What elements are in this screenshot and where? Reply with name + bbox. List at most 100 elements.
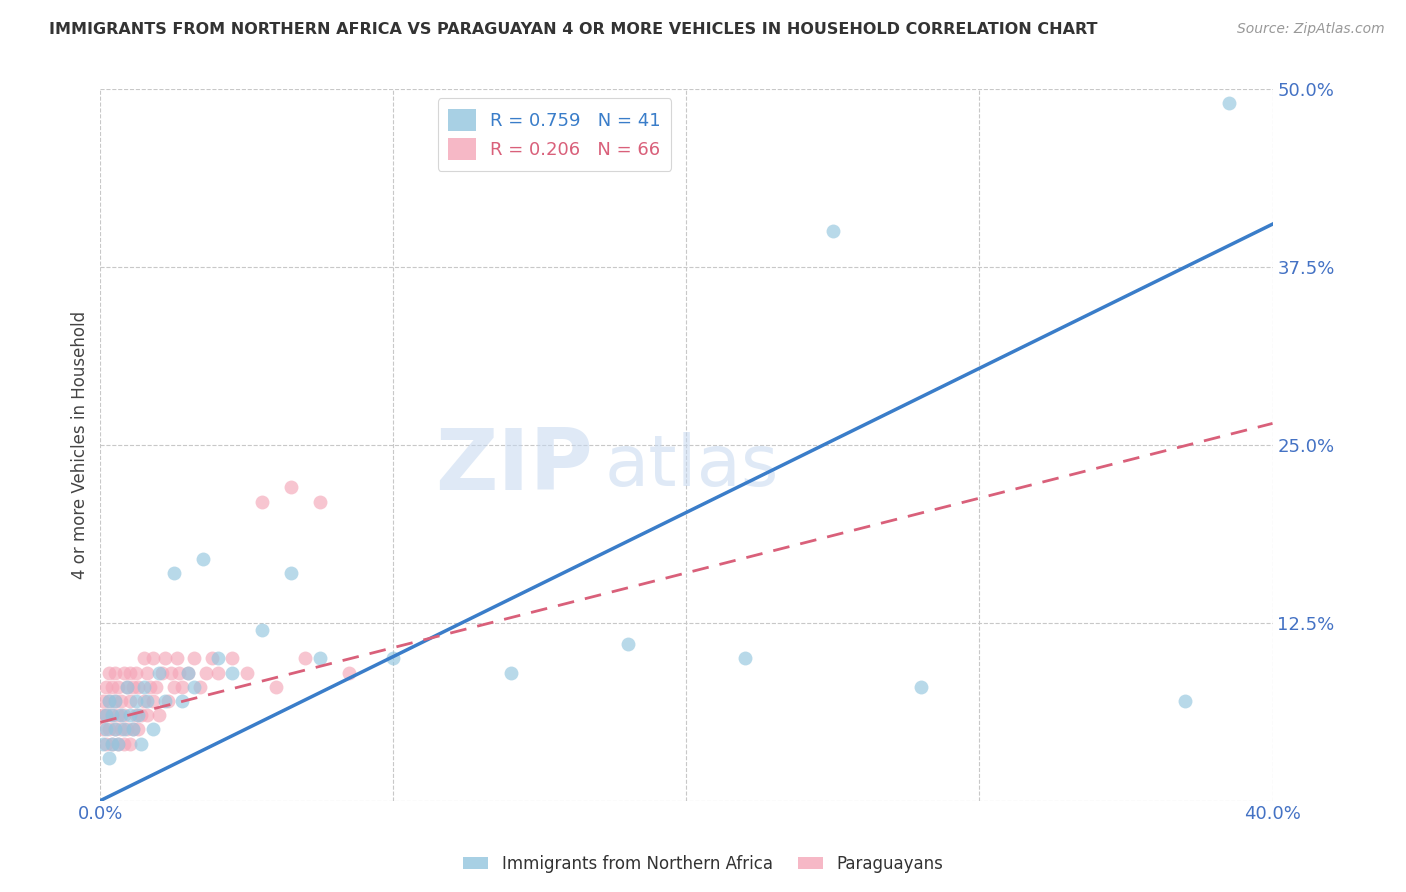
Point — [96, 708, 118, 723]
Point — [207, 651, 229, 665]
Point — [98, 751, 121, 765]
Point — [221, 665, 243, 680]
Point — [148, 708, 170, 723]
Point — [183, 651, 205, 665]
Point — [309, 651, 332, 665]
Point — [177, 665, 200, 680]
Point — [127, 680, 149, 694]
Point — [250, 623, 273, 637]
Point — [236, 665, 259, 680]
Point — [136, 708, 159, 723]
Point — [910, 680, 932, 694]
Point — [134, 694, 156, 708]
Point — [115, 680, 138, 694]
Point — [131, 737, 153, 751]
Point — [110, 694, 132, 708]
Point — [91, 694, 114, 708]
Point — [382, 651, 405, 665]
Point — [1174, 694, 1197, 708]
Point — [207, 665, 229, 680]
Point — [104, 694, 127, 708]
Point — [107, 737, 129, 751]
Point — [127, 708, 149, 723]
Point — [91, 708, 114, 723]
Point — [107, 708, 129, 723]
Point — [148, 665, 170, 680]
Point — [221, 651, 243, 665]
Point — [96, 723, 118, 737]
Point — [339, 665, 361, 680]
Point — [145, 680, 167, 694]
Point — [821, 224, 844, 238]
Point — [734, 651, 756, 665]
Point — [153, 651, 176, 665]
Point — [166, 651, 188, 665]
Point — [115, 723, 138, 737]
Point — [183, 680, 205, 694]
Point — [98, 694, 121, 708]
Point — [142, 651, 165, 665]
Point — [101, 708, 124, 723]
Point — [250, 494, 273, 508]
Point — [124, 694, 146, 708]
Point — [153, 694, 176, 708]
Point — [91, 737, 114, 751]
Point — [617, 637, 640, 651]
Point — [101, 737, 124, 751]
Point — [110, 708, 132, 723]
Point — [134, 680, 156, 694]
Point — [112, 723, 135, 737]
Point — [98, 694, 121, 708]
Point — [131, 708, 153, 723]
Point — [121, 680, 143, 694]
Point — [177, 665, 200, 680]
Point — [280, 566, 302, 580]
Point — [172, 694, 194, 708]
Point — [191, 551, 214, 566]
Point — [201, 651, 224, 665]
Point — [121, 723, 143, 737]
Text: Source: ZipAtlas.com: Source: ZipAtlas.com — [1237, 22, 1385, 37]
Text: atlas: atlas — [605, 432, 779, 500]
Point — [309, 494, 332, 508]
Point — [294, 651, 316, 665]
Point — [118, 737, 141, 751]
Point — [194, 665, 217, 680]
Point — [104, 665, 127, 680]
Point — [127, 723, 149, 737]
Point — [172, 680, 194, 694]
Point — [121, 723, 143, 737]
Point — [112, 665, 135, 680]
Legend: Immigrants from Northern Africa, Paraguayans: Immigrants from Northern Africa, Paragua… — [457, 848, 949, 880]
Point — [91, 723, 114, 737]
Point — [115, 680, 138, 694]
Point — [139, 680, 162, 694]
Point — [104, 723, 127, 737]
Point — [107, 737, 129, 751]
Point — [142, 694, 165, 708]
Text: ZIP: ZIP — [434, 425, 593, 508]
Point — [96, 708, 118, 723]
Point — [136, 665, 159, 680]
Point — [107, 680, 129, 694]
Point — [101, 708, 124, 723]
Point — [101, 737, 124, 751]
Point — [159, 665, 181, 680]
Point — [169, 665, 191, 680]
Point — [104, 694, 127, 708]
Point — [124, 708, 146, 723]
Point — [98, 723, 121, 737]
Point — [264, 680, 287, 694]
Point — [101, 680, 124, 694]
Point — [118, 694, 141, 708]
Y-axis label: 4 or more Vehicles in Household: 4 or more Vehicles in Household — [72, 310, 89, 579]
Point — [112, 737, 135, 751]
Point — [162, 680, 184, 694]
Point — [118, 665, 141, 680]
Point — [96, 737, 118, 751]
Point — [124, 665, 146, 680]
Point — [134, 651, 156, 665]
Point — [98, 665, 121, 680]
Point — [104, 723, 127, 737]
Point — [142, 723, 165, 737]
